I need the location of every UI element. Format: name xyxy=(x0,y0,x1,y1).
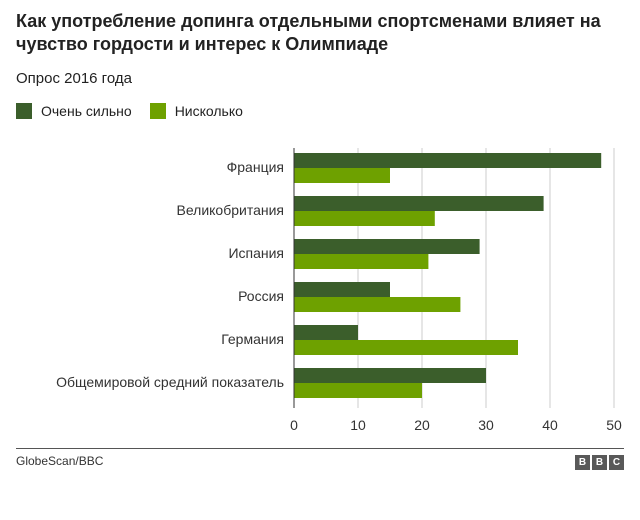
legend-swatch-very-strong xyxy=(16,103,32,119)
x-tick-label-4: 40 xyxy=(542,417,558,433)
bbc-logo-letter-b1: B xyxy=(575,455,590,470)
legend-label-very-strong: Очень сильно xyxy=(41,103,132,119)
category-label-2: Испания xyxy=(228,245,284,261)
x-tick-label-1: 10 xyxy=(350,417,366,433)
bar-2-1 xyxy=(294,254,429,269)
bbc-logo-letter-b2: B xyxy=(592,455,607,470)
bar-2-0 xyxy=(294,239,480,254)
bar-3-0 xyxy=(294,282,390,297)
bar-1-1 xyxy=(294,211,435,226)
legend-item-not-at-all: Нисколько xyxy=(149,103,243,119)
bar-4-1 xyxy=(294,340,518,355)
category-label-1: Великобритания xyxy=(176,202,284,218)
x-tick-label-2: 20 xyxy=(414,417,430,433)
bbc-logo: B B C xyxy=(573,455,624,470)
bar-1-0 xyxy=(294,196,544,211)
legend-swatch-not-at-all xyxy=(149,103,166,119)
source-label: GlobeScan/BBC xyxy=(16,454,104,468)
category-label-5: Общемировой средний показатель xyxy=(56,374,284,390)
source-divider xyxy=(16,448,624,449)
chart-title: Как употребление допинга отдельными спор… xyxy=(16,11,601,54)
bar-0-1 xyxy=(294,168,390,183)
category-label-0: Франция xyxy=(227,159,284,175)
bar-3-1 xyxy=(294,297,461,312)
x-tick-label-3: 30 xyxy=(478,417,494,433)
x-tick-label-5: 50 xyxy=(606,417,622,433)
legend-item-very-strong: Очень сильно xyxy=(16,103,132,119)
bar-5-0 xyxy=(294,368,486,383)
x-tick-label-0: 0 xyxy=(290,417,298,433)
bbc-logo-letter-c: C xyxy=(609,455,624,470)
category-label-3: Россия xyxy=(238,288,284,304)
legend-label-not-at-all: Нисколько xyxy=(174,103,243,119)
legend: Очень сильно Нисколько xyxy=(16,103,261,119)
bar-4-0 xyxy=(294,325,358,340)
bar-0-0 xyxy=(294,153,602,168)
chart-subtitle: Опрос 2016 года xyxy=(16,70,132,87)
category-label-4: Германия xyxy=(221,331,284,347)
bar-5-1 xyxy=(294,383,422,398)
